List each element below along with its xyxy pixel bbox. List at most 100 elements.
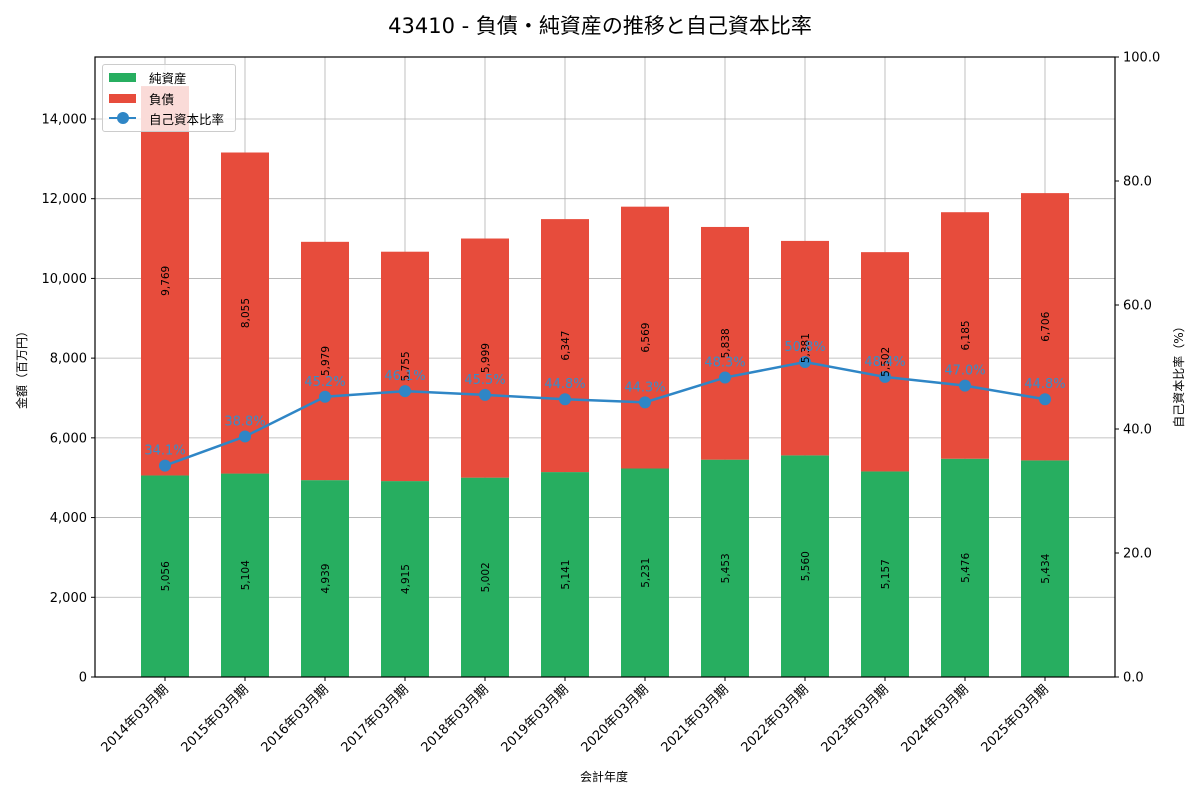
bar-value-label: 5,560 — [800, 551, 812, 581]
bar-net-assets — [781, 455, 829, 677]
legend-swatch-red — [109, 93, 136, 103]
ratio-marker — [239, 430, 251, 443]
ratio-marker — [799, 356, 811, 369]
bar-value-label: 5,104 — [240, 560, 252, 590]
ratio-value-label: 48.4% — [864, 355, 905, 370]
bar-net-assets — [861, 471, 909, 677]
data-labels: 5,056 9,769 5,104 8,055 4,939 5,979 4,915 5,755… — [144, 266, 1065, 594]
chart-title: 43410 - 負債・純資産の推移と自己資本比率 — [388, 14, 812, 38]
ratio-value-label: 45.5% — [464, 373, 505, 388]
x-tick-label: 2017年03月期 — [339, 682, 412, 755]
bar-net-assets — [621, 468, 669, 677]
right-tick-label: 100.0 — [1123, 51, 1160, 66]
bar-value-label: 5,476 — [960, 553, 972, 583]
bar-value-label: 5,838 — [720, 328, 732, 358]
x-tick-label: 2018年03月期 — [419, 682, 492, 755]
bar-liabilities — [461, 238, 509, 478]
bar-value-label: 5,502 — [880, 347, 892, 377]
ratio-marker — [559, 393, 571, 406]
left-tick-label: 10,000 — [42, 272, 88, 287]
y-axis-label-right: 自己資本比率（%） — [1171, 320, 1186, 427]
bar-liabilities — [141, 86, 189, 476]
bar-value-label: 6,185 — [960, 320, 972, 350]
x-tick-label: 2014年03月期 — [99, 682, 172, 755]
ratio-value-label: 38.8% — [224, 414, 265, 429]
legend: 純資産 負債 自己資本比率 — [102, 64, 236, 132]
bar-value-label: 5,381 — [800, 333, 812, 363]
bar-liabilities — [381, 251, 429, 482]
x-axis-label: 会計年度 — [580, 769, 628, 784]
ratio-marker — [399, 385, 411, 398]
ratio-marker — [959, 379, 971, 392]
x-tick-label: 2025年03月期 — [979, 682, 1052, 755]
bar-value-label: 5,002 — [480, 562, 492, 592]
ratio-marker — [479, 388, 491, 401]
bar-value-label: 6,706 — [1040, 311, 1052, 341]
ratio-value-label: 44.8% — [544, 377, 585, 392]
ratio-marker — [1039, 393, 1051, 406]
bar-value-label: 8,055 — [240, 298, 252, 328]
x-tick-label: 2020年03月期 — [579, 682, 652, 755]
right-tick-label: 0.0 — [1123, 671, 1144, 686]
legend-item-equity-ratio: 自己資本比率 — [109, 109, 224, 127]
x-tick-label: 2023年03月期 — [819, 682, 892, 755]
left-tick-label: 2,000 — [50, 591, 87, 606]
bar-value-label: 4,939 — [320, 564, 332, 594]
bar-value-label: 9,769 — [160, 266, 172, 296]
legend-label: 自己資本比率 — [149, 111, 225, 127]
left-y-axis: 0 2,000 4,000 6,000 8,000 10,000 12,000 14,000 — [42, 112, 95, 686]
legend-label: 純資産 — [149, 70, 187, 86]
x-tick-label: 2021年03月期 — [659, 682, 732, 755]
bar-series — [141, 86, 1069, 677]
equity-ratio-line — [159, 356, 1051, 472]
bar-net-assets — [541, 472, 589, 677]
ratio-marker — [639, 396, 651, 409]
bar-net-assets — [141, 475, 189, 677]
bar-net-assets — [941, 458, 989, 677]
left-tick-label: 14,000 — [42, 112, 88, 127]
x-tick-label: 2015年03月期 — [179, 682, 252, 755]
y-axis-label-left: 金額（百万円） — [14, 325, 29, 409]
bar-net-assets — [381, 481, 429, 677]
bar-liabilities — [1021, 193, 1069, 461]
left-tick-label: 6,000 — [50, 431, 87, 446]
bar-liabilities — [621, 206, 669, 469]
ratio-value-label: 45.2% — [304, 375, 345, 390]
legend-label: 負債 — [149, 91, 175, 107]
x-tick-label: 2019年03月期 — [499, 682, 572, 755]
ratio-marker — [719, 371, 731, 384]
bar-value-label: 6,569 — [640, 323, 652, 353]
x-tick-label: 2016年03月期 — [259, 682, 332, 755]
bar-value-label: 5,141 — [560, 560, 572, 590]
bar-value-label: 5,999 — [480, 343, 492, 373]
x-axis: 2014年03月期 2015年03月期 2016年03月期 2017年03月期 2018… — [99, 677, 1052, 756]
ratio-marker — [319, 390, 331, 403]
left-tick-label: 8,000 — [50, 352, 87, 367]
bar-liabilities — [701, 226, 749, 460]
ratio-marker — [159, 459, 171, 472]
bar-net-assets — [301, 480, 349, 677]
legend-item-liabilities: 負債 — [109, 89, 174, 107]
ratio-value-label: 34.1% — [144, 444, 185, 459]
bar-value-label: 5,056 — [160, 561, 172, 591]
legend-item-net-assets: 純資産 — [109, 68, 187, 86]
bar-liabilities — [301, 241, 349, 481]
bar-liabilities — [541, 219, 589, 473]
right-tick-label: 20.0 — [1123, 547, 1152, 562]
ratio-value-label: 44.3% — [624, 380, 665, 395]
ratio-value-label: 50.8% — [784, 340, 825, 355]
bar-value-label: 4,915 — [400, 564, 412, 594]
bar-value-label: 5,231 — [640, 558, 652, 588]
bar-value-label: 5,453 — [720, 553, 732, 583]
legend-line-marker-icon — [109, 112, 136, 124]
ratio-value-label: 44.8% — [1024, 377, 1065, 392]
bar-value-label: 5,157 — [880, 559, 892, 589]
bar-liabilities — [861, 252, 909, 472]
right-tick-label: 60.0 — [1123, 299, 1152, 314]
bar-net-assets — [221, 473, 269, 677]
bar-net-assets — [701, 459, 749, 677]
legend-swatch-green — [109, 72, 136, 82]
right-y-axis: 0.0 20.0 40.0 60.0 80.0 100.0 — [1115, 51, 1160, 686]
bar-value-label: 5,434 — [1040, 553, 1052, 583]
